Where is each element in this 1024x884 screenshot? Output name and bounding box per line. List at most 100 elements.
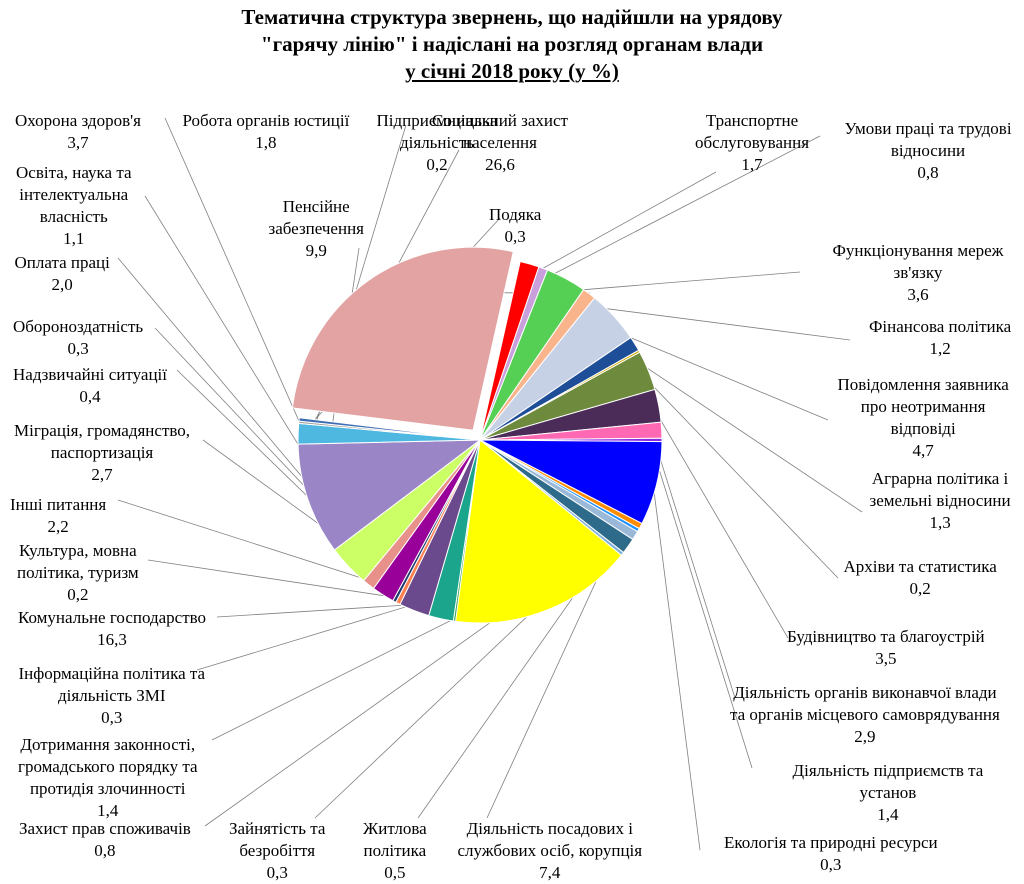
slice-label-name: діяльність — [400, 133, 474, 152]
slice-label-value: 0,3 — [266, 863, 288, 882]
pie-slices — [291, 246, 663, 624]
slice-label-name: Умови праці та трудові — [844, 119, 1012, 138]
slice-label-8: Архіви та статистика 0,2 — [844, 556, 997, 600]
leader-line-2 — [525, 171, 717, 279]
slice-label-name: Аграрна політика і — [871, 469, 1009, 488]
slice-label-value: 1,3 — [929, 513, 951, 532]
slice-label-name: Захист прав споживачів — [19, 819, 191, 838]
slice-label-value: 0,8 — [917, 163, 939, 182]
slice-label-name: Архіви та статистика — [843, 557, 997, 576]
slice-label-value: 3,7 — [67, 133, 89, 152]
slice-label-9: Будівництво та благоустрій 3,5 — [787, 626, 985, 670]
slice-label-name: Діяльність підприємств та — [792, 761, 984, 780]
slice-label-7: Аграрна політика і земельні відносини 1,3 — [870, 468, 1011, 534]
slice-label-26: Освіта, наука та інтелектуальна власність 1… — [16, 162, 132, 250]
slice-label-10: Діяльність органів виконавчої влади та ор… — [730, 682, 1000, 748]
slice-label-21: Інші питання 2,2 — [10, 494, 106, 538]
leader-line-7 — [622, 351, 863, 513]
slice-label-name: відповіді — [890, 419, 956, 438]
slice-label-name: безробіття — [239, 841, 316, 860]
slice-label-17: Дотримання законності, громадського поряд… — [18, 734, 198, 822]
slice-label-name: діяльність ЗМІ — [58, 686, 166, 705]
slice-label-value: 2,2 — [47, 517, 69, 536]
slice-label-1: Соціальний захист населення 26,6 — [432, 110, 568, 176]
slice-label-value: 0,4 — [79, 387, 101, 406]
slice-label-value: 3,6 — [907, 285, 929, 304]
slice-label-name: зв'язку — [893, 263, 943, 282]
slice-label-name: Обороноздатність — [13, 317, 144, 336]
slice-label-name: Діяльність органів виконавчої влади — [733, 683, 997, 702]
slice-label-28: Пенсійне забезпечення 9,9 — [269, 196, 364, 262]
slice-label-value: 2,7 — [91, 465, 113, 484]
slice-label-3: Умови праці та трудові відносини 0,8 — [845, 118, 1012, 184]
slice-label-value: 0,2 — [67, 585, 89, 604]
pie-slice-19 — [454, 439, 623, 624]
slice-label-11: Діяльність підприємств та установ 1,4 — [793, 760, 984, 826]
slice-label-27: Охорона здоров'я 3,7 — [15, 110, 141, 154]
slice-label-30: Підприємницька діяльність 0,2 — [377, 110, 498, 176]
chart-title-line-1: Тематична структура звернень, що надійшл… — [241, 5, 783, 29]
slice-label-value: 4,7 — [912, 441, 934, 460]
slice-label-22: Міграція, громадянство, паспортизація 2,7 — [14, 420, 190, 486]
slice-label-name: громадського порядку та — [18, 757, 198, 776]
slice-label-name: Діяльність посадових і — [466, 819, 633, 838]
slice-label-name: забезпечення — [268, 219, 364, 238]
slice-label-name: Охорона здоров'я — [15, 111, 141, 130]
slice-label-name: Оплата праці — [14, 253, 110, 272]
slice-label-name: Функціонування мереж — [832, 241, 1004, 260]
slice-label-name: Робота органів юстиції — [182, 111, 350, 130]
slice-label-value: 0,2 — [426, 155, 448, 174]
slice-label-name: Дотримання законності, — [20, 735, 196, 754]
slice-label-14: Житлова політика 0,5 — [363, 818, 427, 884]
leader-line-4 — [559, 271, 801, 293]
slice-label-2: Транспортне обслуговування 1,7 — [695, 110, 809, 176]
slice-label-name: населення — [462, 133, 537, 152]
slice-label-value: 9,9 — [305, 241, 327, 260]
slice-label-name: Культура, мовна — [19, 541, 137, 560]
slice-label-name: політика, туризм — [17, 563, 139, 582]
slice-label-value: 1,4 — [877, 805, 899, 824]
slice-label-25: Оплата праці 2,0 — [15, 252, 110, 296]
slice-label-name: службових осіб, корупція — [457, 841, 643, 860]
slice-label-name: Транспортне — [705, 111, 799, 130]
slice-label-name: Комунальне господарство — [18, 608, 207, 627]
slice-label-value: 2,9 — [854, 727, 876, 746]
slice-label-name: паспортизація — [50, 443, 154, 462]
slice-label-name: Соціальний захист — [432, 111, 568, 130]
slice-label-name: власність — [39, 207, 108, 226]
leader-line-6 — [603, 325, 829, 421]
slice-label-value: 0,8 — [94, 841, 116, 860]
slice-label-name: Екологія та природні ресурси — [724, 833, 938, 852]
slice-label-24: Обороноздатність 0,3 — [13, 316, 143, 360]
slice-label-value: 0,3 — [504, 227, 526, 246]
slice-label-value: 0,5 — [384, 863, 406, 882]
slice-label-18: Інформаційна політика та діяльність ЗМІ 0,… — [19, 663, 206, 729]
slice-label-name: протидія злочинності — [29, 779, 186, 798]
slice-label-15: Зайнятість та безробіття 0,3 — [229, 818, 325, 884]
slice-label-value: 0,2 — [909, 579, 931, 598]
leader-line-5 — [580, 304, 851, 341]
slice-label-name: Інші питання — [10, 495, 107, 514]
slice-label-value: 1,4 — [97, 801, 119, 820]
slice-label-4: Функціонування мереж зв'язку 3,6 — [833, 240, 1004, 306]
slice-label-name: про неотримання — [860, 397, 986, 416]
slice-label-name: установ — [859, 783, 917, 802]
slice-label-name: та органів місцевого самоврядування — [730, 705, 1000, 724]
slice-label-name: інтелектуальна — [19, 185, 129, 204]
slice-label-name: земельні відносини — [869, 491, 1011, 510]
slice-label-value: 2,0 — [51, 275, 73, 294]
slice-label-23: Надзвичайні ситуації 0,4 — [13, 364, 167, 408]
slice-label-5: Фінансова політика 1,2 — [869, 316, 1011, 360]
slice-label-29: Робота органів юстиції 1,8 — [183, 110, 350, 154]
slice-label-name: Інформаційна політика та — [18, 664, 206, 683]
slice-label-name: Надзвичайні ситуації — [13, 365, 167, 384]
slice-label-value: 3,5 — [875, 649, 897, 668]
slice-label-13: Діяльність посадових і службових осіб, ко… — [458, 818, 643, 884]
slice-label-value: 7,4 — [539, 863, 561, 882]
slice-label-name: Житлова — [363, 819, 427, 838]
slice-label-value: 26,6 — [485, 155, 515, 174]
slice-label-name: відносини — [890, 141, 966, 160]
chart-title: Тематична структура звернень, що надійшл… — [0, 4, 1024, 85]
slice-label-value: 1,8 — [255, 133, 277, 152]
